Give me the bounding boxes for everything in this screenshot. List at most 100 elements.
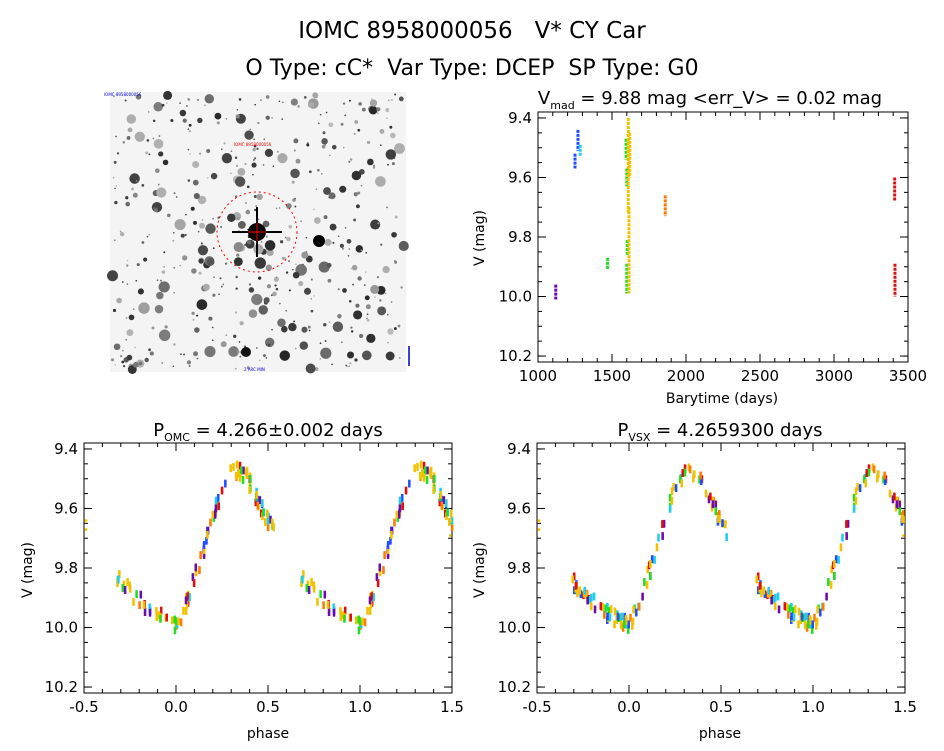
star	[163, 90, 173, 100]
phase_vsx-point-yellow	[615, 621, 618, 624]
phase_vsx-point-yellow	[854, 498, 858, 502]
phase_vsx-point-orange	[787, 614, 790, 618]
phase_omc-point-yellow	[271, 518, 274, 522]
phase_omc-point-violet	[258, 501, 262, 505]
phase_vsx-point-violet	[661, 532, 664, 535]
star	[129, 173, 140, 184]
star	[188, 123, 192, 127]
star	[113, 95, 115, 98]
phase_vsx-point-yellow	[830, 565, 833, 569]
phase_omc-point-green	[212, 517, 215, 521]
phase_omc-point-violet	[206, 528, 210, 531]
phase_omc-point-orange	[359, 627, 362, 630]
star	[272, 291, 277, 297]
star	[400, 286, 403, 289]
phase_vsx-point-yellow	[571, 580, 574, 584]
phase_vsx-point-yellow	[717, 514, 720, 518]
phase_vsx-point-yellow	[717, 516, 720, 520]
phase_vsx-point-red	[661, 525, 664, 528]
star	[380, 243, 383, 246]
phase_vsx-point-yellow	[854, 502, 858, 505]
phase_omc-point-yellow	[132, 599, 135, 603]
star	[212, 293, 216, 297]
phase_omc-point-cyan	[372, 593, 375, 596]
phase_omc-point-yellow	[245, 466, 249, 470]
phase_vsx-point-green	[668, 502, 672, 506]
star	[116, 297, 122, 304]
phase_vsx-point-orange	[822, 602, 825, 606]
star	[126, 259, 129, 262]
phase_vsx-point-violet	[586, 596, 589, 600]
star	[114, 187, 116, 190]
phase_omc-point-green	[261, 508, 265, 512]
phase_omc-point-yellow	[142, 604, 146, 608]
phase_vsx-point-yellow	[762, 591, 766, 595]
star	[265, 235, 269, 238]
star	[361, 107, 366, 112]
phase_omc-point-blue	[216, 497, 220, 501]
phase_omc-point-yellow	[300, 582, 303, 586]
phase_vsx-point-cyan	[590, 599, 593, 602]
phase_vsx-point-red	[758, 587, 762, 590]
star	[366, 333, 376, 344]
phase_vsx-point-orange	[902, 510, 905, 513]
phase_vsx-point-blue	[721, 519, 724, 522]
star	[186, 105, 188, 107]
phase_omc-point-red	[443, 514, 447, 518]
phase_omc-point-orange	[179, 618, 183, 621]
phase_omc-point-yellow	[341, 613, 345, 616]
phase_omc-point-yellow	[182, 610, 185, 613]
phase_vsx-point-cyan	[606, 604, 609, 608]
phase_omc-point-red	[370, 592, 373, 595]
phase_omc-point-violet	[123, 591, 127, 594]
star	[366, 313, 369, 315]
star	[196, 314, 199, 317]
phase_omc-point-yellow	[302, 570, 305, 573]
phase_vsx-point-yellow	[601, 608, 605, 612]
phase_omc-point-cyan	[188, 596, 191, 600]
phase_omc-point-red	[438, 500, 442, 503]
phase_omc-point-yellow	[420, 469, 424, 473]
phase_omc-point-yellow	[439, 494, 442, 497]
phase_omc-point-yellow	[271, 520, 274, 523]
star	[315, 188, 318, 191]
phase_vsx-point-green	[604, 604, 607, 607]
phase_vsx-point-yellow	[856, 486, 859, 490]
star	[144, 357, 149, 363]
phase-omc-title: POMC = 4.266±0.002 days	[153, 420, 383, 444]
star	[295, 158, 301, 164]
phase_omc-point-violet	[397, 516, 401, 519]
phase_vsx-point-yellow	[902, 519, 905, 522]
phase_vsx-point-yellow	[619, 620, 623, 624]
phase_vsx-point-orange	[822, 606, 825, 609]
phase_vsx-point-green	[668, 493, 672, 497]
phase_vsx-point-cyan	[809, 624, 812, 627]
phase_vsx-point-yellow	[613, 623, 616, 627]
star	[132, 192, 138, 198]
star	[126, 114, 137, 124]
phase_vsx-point-green	[607, 610, 611, 614]
phase_omc-point-yellow	[449, 534, 452, 537]
phase_vsx-point-yellow	[762, 590, 766, 593]
star	[288, 260, 290, 262]
phase_vsx-point-green	[788, 606, 791, 609]
phase_omc-point-cyan	[255, 487, 258, 491]
star	[158, 281, 170, 293]
star	[235, 275, 238, 279]
star	[145, 151, 149, 155]
phase_vsx-point-yellow	[799, 617, 802, 621]
lightcurve-ytick-label: 9.8	[508, 228, 532, 246]
star	[328, 196, 331, 199]
phase_vsx-point-yellow	[670, 502, 674, 505]
phase_omc-point-violet	[269, 521, 272, 524]
star	[191, 268, 197, 274]
phase_vsx-point-yellow	[613, 625, 616, 629]
phase_vsx-xtick-label: 0.0	[617, 698, 641, 716]
phase_omc-point-yellow	[211, 514, 215, 517]
star	[192, 319, 195, 321]
phase_vsx-point-yellow	[803, 620, 807, 624]
phase_omc-point-violet	[442, 496, 446, 499]
phase_vsx-point-yellow	[803, 626, 807, 629]
phase_omc-point-cyan	[266, 522, 270, 525]
lightcurve-ytick-label: 10.0	[499, 288, 532, 306]
